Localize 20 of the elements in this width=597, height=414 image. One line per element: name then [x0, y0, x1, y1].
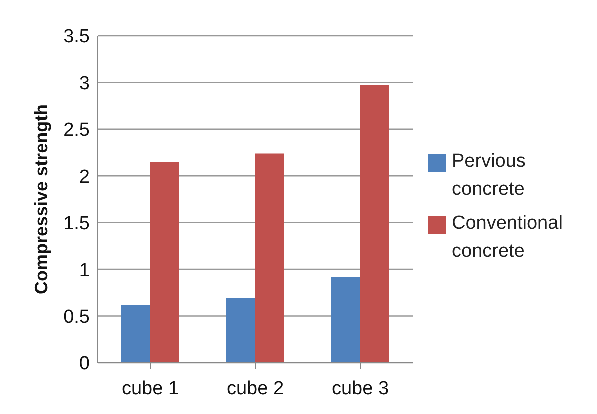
y-tick-label: 1 — [79, 260, 90, 282]
y-tick-label: 0.5 — [64, 307, 90, 328]
y-axis-title: Compressive strength — [31, 104, 52, 294]
y-tick-label: 2 — [79, 166, 90, 188]
bar — [150, 162, 180, 363]
legend-label: Conventional concrete — [452, 212, 564, 264]
legend-label: Pervious concrete — [452, 150, 527, 202]
y-tick-label: 3.5 — [64, 26, 90, 48]
bar — [255, 154, 284, 363]
y-tick-label: 0 — [79, 354, 90, 375]
y-tick-label: 1.5 — [64, 214, 90, 235]
x-tick-label: cube 2 — [226, 378, 284, 400]
bar — [360, 86, 390, 363]
y-tick-label: 3 — [79, 73, 90, 94]
bar — [121, 305, 150, 363]
bar — [226, 298, 256, 363]
x-tick-label: cube 1 — [122, 378, 180, 400]
y-tick-label: 2.5 — [64, 120, 90, 142]
bar — [331, 277, 360, 363]
x-tick-label: cube 3 — [332, 378, 390, 400]
